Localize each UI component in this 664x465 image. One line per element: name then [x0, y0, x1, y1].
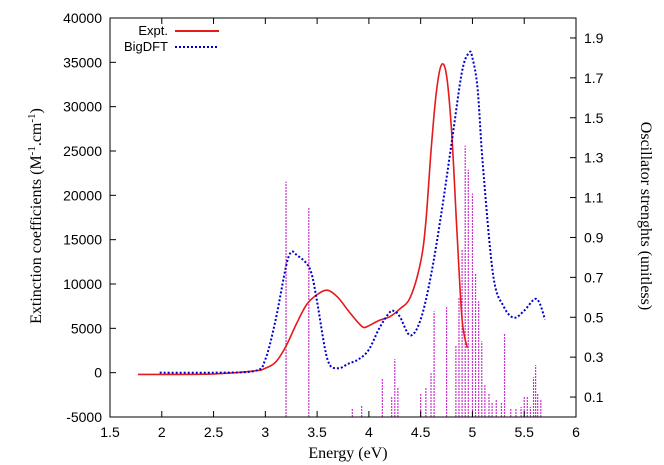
y-tick-label: 35000	[63, 54, 102, 70]
series-lines	[137, 50, 546, 376]
plot-frame	[109, 17, 577, 418]
y2-tick-label: 1.7	[584, 70, 604, 86]
y2-tick-label: 0.1	[584, 389, 604, 405]
series-line-expt	[137, 63, 469, 376]
x-tick-label: 3	[261, 424, 269, 440]
oscillator-sticks	[285, 145, 542, 417]
y2-tick-label: 0.9	[584, 229, 604, 245]
y-tick-label: 5000	[71, 320, 102, 336]
x-tick-label: 5	[469, 424, 477, 440]
y-tick-label: 20000	[63, 187, 102, 203]
y2-tick-label: 1.3	[584, 150, 604, 166]
y-axis-title: Extinction coefficients (M-1.cm-1)	[26, 108, 45, 324]
x-tick-label: 4	[365, 424, 373, 440]
y-axis-title-mid: .cm	[28, 122, 45, 146]
x-axis-title: Energy (eV)	[308, 445, 387, 462]
y-tick-label: 25000	[63, 143, 102, 159]
x-tick-label: 6	[572, 424, 580, 440]
y-axis-title-main: Extinction coefficients (M	[28, 155, 45, 324]
y2-tick-label: 1.9	[584, 30, 604, 46]
y-tick-label: 40000	[63, 10, 102, 26]
axis-ticks: 1.5 2 2.5 3 3.5 4 4.5 5 5.5 6 -5000 0 5000 10000 15000…	[63, 10, 604, 440]
y-axis-title-end: )	[28, 108, 45, 113]
y-tick-label: 30000	[63, 99, 102, 115]
y-tick-label: 15000	[63, 232, 102, 248]
legend-label-expt: Expt.	[138, 23, 168, 38]
x-tick-label: 3.5	[307, 424, 327, 440]
legend: Expt. BigDFT	[124, 23, 219, 54]
y-tick-label: 0	[94, 365, 102, 381]
y-tick-label: -5000	[66, 409, 102, 425]
x-tick-label: 2.5	[204, 424, 224, 440]
series-line-bigdft	[159, 50, 546, 374]
y-axis-title-sup1: -1	[26, 146, 38, 155]
x-tick-label: 2	[158, 424, 166, 440]
x-tick-label: 1.5	[100, 424, 120, 440]
legend-label-bigdft: BigDFT	[124, 39, 168, 54]
y2-tick-label: 0.7	[584, 269, 604, 285]
y2-tick-label: 1.5	[584, 110, 604, 126]
y-tick-label: 10000	[63, 276, 102, 292]
y-axis-title-sup2: -1	[26, 113, 38, 122]
x-tick-label: 4.5	[411, 424, 431, 440]
y2-tick-label: 0.5	[584, 309, 604, 325]
y2-tick-label: 0.3	[584, 349, 604, 365]
y2-tick-label: 1.1	[584, 190, 604, 206]
x-tick-label: 5.5	[514, 424, 534, 440]
y2-axis-title: Oscillator strenghts (unitless)	[637, 122, 654, 310]
